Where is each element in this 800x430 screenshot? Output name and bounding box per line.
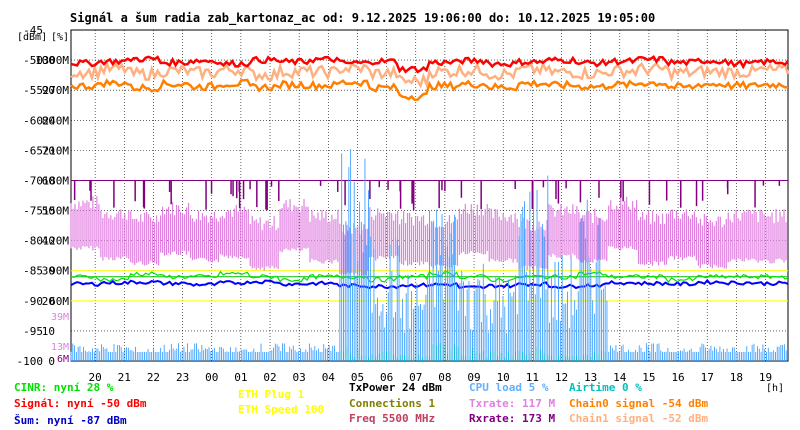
legend-eth-plug-text: ETH Plug 1	[238, 388, 305, 401]
legend-cinr-text: CINR: nyní 28 %	[14, 381, 114, 394]
x-tick: 17	[701, 371, 714, 384]
legend-cpu: CPU load 5 %	[469, 381, 548, 394]
y-tick-dbm: -60	[23, 114, 43, 127]
y-tick-percent: 100	[35, 54, 55, 67]
x-tick: 09	[467, 371, 480, 384]
legend-signal: Signál: nyní -50 dBm	[14, 397, 146, 410]
y-tick-rate: 60M	[49, 295, 69, 308]
y-tick-rate-small: 13M	[51, 342, 69, 353]
x-tick: 03	[293, 371, 306, 384]
x-tick: 06	[380, 371, 393, 384]
legend-txpower-text: TxPower 24 dBm	[349, 381, 442, 394]
legend-chain1-text: Chain1 signal -52 dBm	[569, 412, 709, 425]
x-tick: 02	[263, 371, 276, 384]
legend-chain0: Chain0 signal -54 dBm	[569, 397, 708, 410]
y-tick-dbm: -50	[23, 54, 43, 67]
x-tick: 11	[526, 371, 539, 384]
y-tick-dbm: -80	[23, 235, 43, 248]
y-unit-dbm: [dBm]	[17, 32, 47, 43]
x-tick: 04	[322, 371, 336, 384]
y-tick-percent: 50	[42, 205, 55, 218]
x-tick: 01	[234, 371, 247, 384]
legend-eth-speed: ETH Speed 100	[238, 403, 324, 416]
y-tick-percent: 60	[42, 174, 55, 187]
y-tick-percent: 80	[42, 114, 55, 127]
y-tick-rate-small: 39M	[51, 312, 69, 323]
y-tick-percent: 10	[42, 325, 55, 338]
legend-txrate: Txrate: 117 M	[469, 397, 555, 410]
y-tick-percent: 30	[42, 265, 55, 278]
y-tick-percent: 70	[42, 144, 55, 157]
series-chain1-signal	[70, 59, 790, 89]
y-tick-dbm: -90	[23, 295, 43, 308]
y-tick-dbm: -95	[23, 325, 43, 338]
x-tick: 12	[555, 371, 568, 384]
x-tick: 19	[759, 371, 772, 384]
x-tick: 05	[351, 371, 364, 384]
y-tick-percent: 0	[48, 355, 55, 368]
legend-connections: Connections 1	[349, 397, 435, 410]
legend-freq: Freq 5500 MHz	[349, 412, 435, 425]
y-tick-rate: 270M	[43, 84, 70, 97]
y-tick-percent: 20	[42, 295, 55, 308]
x-tick: 13	[584, 371, 597, 384]
y-tick-rate: 210M	[43, 144, 70, 157]
x-tick: 23	[176, 371, 189, 384]
legend-eth-speed-text: ETH Speed 100	[238, 403, 325, 416]
chart-title: Signál a šum radia zab_kartonaz_ac od: 9…	[70, 11, 656, 25]
legend-rxrate: Rxrate: 173 M	[469, 412, 555, 425]
legend-txpower: TxPower 24 dBm	[349, 381, 442, 394]
legend-freq-text: Freq 5500 MHz	[349, 412, 436, 425]
legend-txrate-text: Txrate: 117 M	[469, 397, 556, 410]
y-tick-dbm: -45	[23, 24, 43, 37]
y-tick-dbm: -55	[23, 84, 43, 97]
x-tick: 15	[642, 371, 655, 384]
legend-connections-text: Connections 1	[349, 397, 436, 410]
y-tick-rate: 180M	[43, 174, 70, 187]
y-tick-dbm: -75	[23, 205, 43, 218]
legend-sum: Šum: nyní -87 dBm	[14, 414, 127, 427]
x-tick: 00	[205, 371, 218, 384]
y-tick-rate: 120M	[43, 235, 70, 248]
x-tick: 22	[147, 371, 160, 384]
series-layer	[70, 54, 790, 361]
y-tick-dbm: -65	[23, 144, 43, 157]
x-tick: 14	[613, 371, 627, 384]
legend-eth-plug: ETH Plug 1	[238, 388, 304, 401]
legend-sum-text: Šum: nyní -87 dBm	[14, 414, 127, 427]
y-tick-rate: 150M	[43, 205, 70, 218]
legend-signal-text: Signál: nyní -50 dBm	[14, 397, 147, 410]
x-tick: 21	[118, 371, 131, 384]
x-tick: 07	[409, 371, 422, 384]
legend-cinr: CINR: nyní 28 %	[14, 381, 113, 394]
legend-rxrate-text: Rxrate: 173 M	[469, 412, 556, 425]
y-tick-rate: 240M	[43, 114, 70, 127]
y-tick-rate-small: 6M	[57, 354, 69, 365]
series-signál	[70, 54, 789, 74]
legend-chain1: Chain1 signal -52 dBm	[569, 412, 708, 425]
y-tick-percent: 40	[42, 235, 55, 248]
y-tick-percent: 90	[42, 84, 55, 97]
legend-airtime-text: Airtime 0 %	[569, 381, 642, 394]
legend-airtime: Airtime 0 %	[569, 381, 642, 394]
legend-cpu-text: CPU load 5 %	[469, 381, 549, 394]
legend-chain0-text: Chain0 signal -54 dBm	[569, 397, 709, 410]
y-tick-rate: 300M	[43, 54, 70, 67]
x-tick: 08	[438, 371, 451, 384]
x-tick: 18	[730, 371, 743, 384]
x-tick: 10	[497, 371, 510, 384]
series-chain0-signal	[70, 78, 789, 101]
y-tick-dbm: -85	[23, 265, 43, 278]
y-tick-dbm: -70	[23, 174, 43, 187]
x-unit: [h]	[766, 383, 784, 394]
y-tick-rate: 90M	[49, 265, 69, 278]
x-tick: 16	[671, 371, 684, 384]
y-unit-percent: [%]	[51, 32, 69, 43]
y-tick-dbm: -100	[17, 355, 44, 368]
axis-layer: -45-50-55-60-65-70-75-80-85-90-95-100100…	[17, 24, 785, 394]
x-tick: 20	[89, 371, 102, 384]
